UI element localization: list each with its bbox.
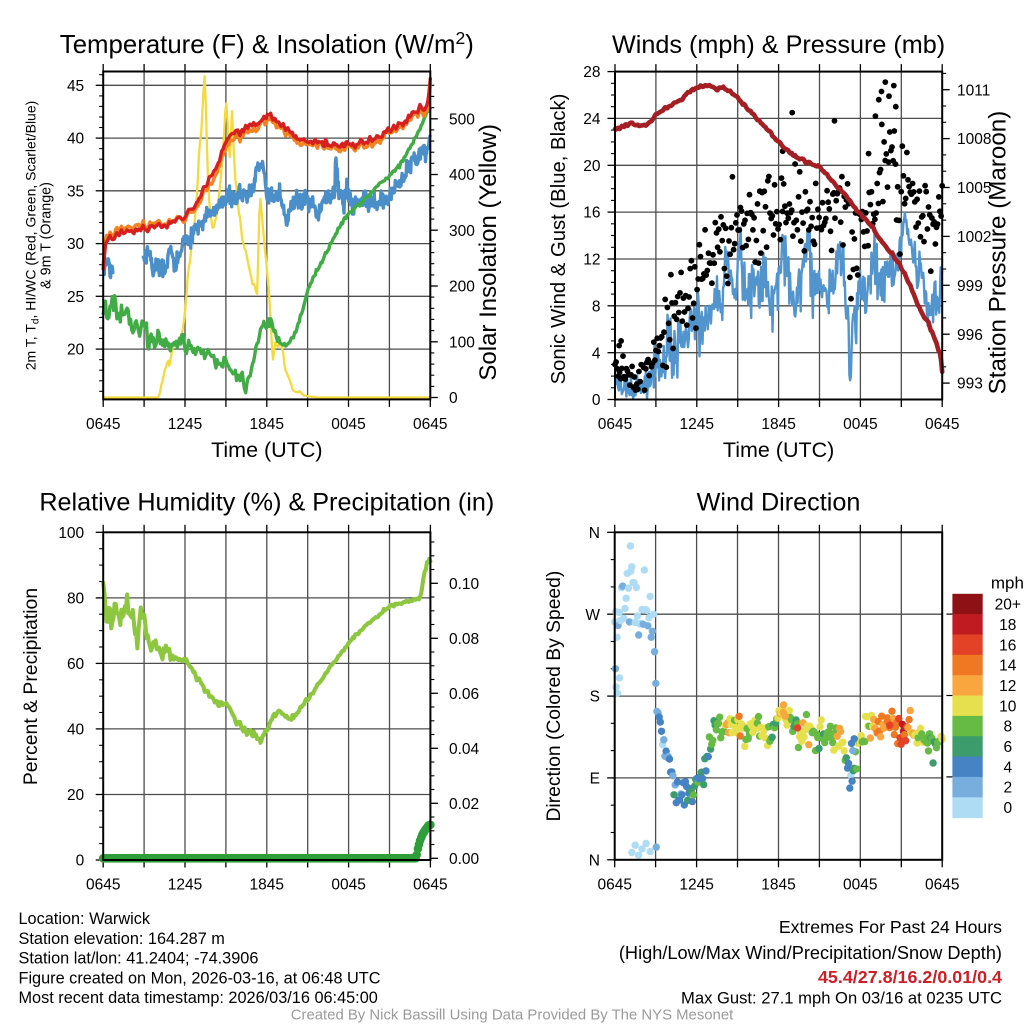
svg-text:0045: 0045 bbox=[331, 877, 365, 894]
svg-text:35: 35 bbox=[67, 183, 84, 200]
svg-text:Sonic Wind & Gust (Blue, Black: Sonic Wind & Gust (Blue, Black) bbox=[548, 94, 570, 385]
svg-text:N: N bbox=[589, 525, 600, 542]
svg-text:80: 80 bbox=[67, 590, 85, 607]
svg-text:0.06: 0.06 bbox=[449, 686, 479, 703]
svg-text:1002: 1002 bbox=[957, 229, 991, 246]
svg-text:Winds (mph) & Pressure (mb): Winds (mph) & Pressure (mb) bbox=[612, 31, 945, 59]
svg-text:0.10: 0.10 bbox=[449, 576, 480, 593]
svg-text:0: 0 bbox=[592, 392, 601, 409]
svg-text:16: 16 bbox=[999, 637, 1016, 654]
svg-text:Created By Nick Bassill Using: Created By Nick Bassill Using Data Provi… bbox=[291, 1008, 734, 1024]
svg-text:Station elevation: 164.287 m: Station elevation: 164.287 m bbox=[19, 930, 225, 948]
svg-text:N: N bbox=[589, 852, 600, 869]
svg-text:E: E bbox=[590, 771, 600, 788]
svg-text:4: 4 bbox=[1003, 759, 1012, 776]
svg-text:Wind Direction: Wind Direction bbox=[697, 489, 861, 517]
svg-text:8: 8 bbox=[1003, 719, 1012, 736]
svg-text:0045: 0045 bbox=[843, 416, 877, 433]
svg-text:1008: 1008 bbox=[957, 131, 991, 148]
svg-text:Figure created on Mon, 2026-03: Figure created on Mon, 2026-03-16, at 06… bbox=[19, 969, 381, 987]
svg-text:1845: 1845 bbox=[250, 416, 284, 433]
svg-text:200: 200 bbox=[449, 279, 475, 296]
svg-text:Percent & Precipitation: Percent & Precipitation bbox=[20, 588, 42, 785]
svg-text:8: 8 bbox=[592, 298, 601, 315]
svg-text:300: 300 bbox=[449, 223, 475, 240]
svg-text:12: 12 bbox=[583, 252, 600, 269]
svg-text:1245: 1245 bbox=[679, 877, 713, 894]
svg-text:1245: 1245 bbox=[168, 877, 202, 894]
svg-text:100: 100 bbox=[58, 525, 84, 542]
svg-text:Time (UTC): Time (UTC) bbox=[211, 438, 322, 462]
svg-text:0645: 0645 bbox=[86, 877, 120, 894]
svg-text:45.4/27.8/16.2/0.01/0.4: 45.4/27.8/16.2/0.01/0.4 bbox=[818, 967, 1002, 987]
svg-text:996: 996 bbox=[957, 327, 983, 344]
svg-text:2m T, Td, HI/WC (Red, Green, S: 2m T, Td, HI/WC (Red, Green, Scarlet/Blu… bbox=[23, 101, 42, 371]
svg-text:400: 400 bbox=[449, 167, 475, 184]
svg-text:16: 16 bbox=[583, 205, 600, 222]
svg-text:4: 4 bbox=[592, 345, 601, 362]
svg-text:10: 10 bbox=[999, 698, 1017, 715]
svg-text:0.02: 0.02 bbox=[449, 796, 479, 813]
svg-text:0645: 0645 bbox=[413, 877, 447, 894]
svg-text:2: 2 bbox=[1003, 780, 1012, 797]
svg-text:28: 28 bbox=[583, 64, 600, 81]
svg-text:Solar Insolation (Yellow): Solar Insolation (Yellow) bbox=[475, 124, 502, 381]
svg-text:60: 60 bbox=[67, 656, 85, 673]
svg-text:45: 45 bbox=[67, 78, 84, 95]
svg-text:993: 993 bbox=[957, 376, 983, 393]
svg-text:30: 30 bbox=[67, 236, 85, 253]
svg-text:S: S bbox=[590, 689, 600, 706]
svg-text:W: W bbox=[585, 607, 600, 624]
svg-text:1011: 1011 bbox=[957, 82, 990, 99]
svg-text:0: 0 bbox=[76, 853, 85, 870]
svg-text:0045: 0045 bbox=[843, 877, 877, 894]
svg-text:20: 20 bbox=[583, 158, 601, 175]
svg-text:12: 12 bbox=[999, 678, 1016, 695]
svg-text:Time (UTC): Time (UTC) bbox=[723, 438, 834, 462]
svg-text:6: 6 bbox=[1003, 739, 1012, 756]
svg-text:14: 14 bbox=[999, 658, 1017, 675]
svg-text:20: 20 bbox=[67, 787, 85, 804]
svg-text:Extremes For Past 24 Hours: Extremes For Past 24 Hours bbox=[779, 917, 1002, 937]
svg-text:999: 999 bbox=[957, 278, 983, 295]
svg-text:20: 20 bbox=[67, 342, 85, 359]
svg-text:0.08: 0.08 bbox=[449, 631, 479, 648]
svg-text:18: 18 bbox=[999, 617, 1016, 634]
svg-text:0: 0 bbox=[449, 390, 458, 407]
svg-text:0645: 0645 bbox=[597, 877, 631, 894]
svg-text:20+: 20+ bbox=[995, 597, 1021, 614]
svg-text:1005: 1005 bbox=[957, 180, 991, 197]
svg-text:0645: 0645 bbox=[86, 416, 120, 433]
svg-text:0.04: 0.04 bbox=[449, 741, 480, 758]
svg-text:Relative Humidity (%) & Precip: Relative Humidity (%) & Precipitation (i… bbox=[39, 489, 494, 517]
svg-text:Max Gust: 27.1 mph On 03/16 at: Max Gust: 27.1 mph On 03/16 at 0235 UTC bbox=[681, 988, 1002, 1007]
svg-text:1845: 1845 bbox=[250, 877, 284, 894]
svg-text:& 9m T (Orange): & 9m T (Orange) bbox=[39, 182, 55, 289]
svg-text:Direction (Colored By Speed): Direction (Colored By Speed) bbox=[544, 571, 565, 822]
svg-text:25: 25 bbox=[67, 289, 84, 306]
svg-text:(High/Low/Max Wind/Precipitati: (High/Low/Max Wind/Precipitation/Snow De… bbox=[619, 943, 1002, 963]
svg-text:1845: 1845 bbox=[761, 877, 795, 894]
svg-text:0: 0 bbox=[1003, 800, 1012, 817]
svg-text:Location: Warwick: Location: Warwick bbox=[19, 910, 151, 928]
svg-text:0645: 0645 bbox=[925, 877, 959, 894]
svg-text:500: 500 bbox=[449, 111, 475, 128]
svg-text:40: 40 bbox=[67, 722, 85, 739]
svg-text:Station lat/lon: 41.2404; -74.: Station lat/lon: 41.2404; -74.3906 bbox=[19, 950, 259, 968]
svg-text:24: 24 bbox=[583, 111, 601, 128]
svg-text:1845: 1845 bbox=[761, 416, 795, 433]
svg-text:100: 100 bbox=[449, 334, 475, 351]
svg-text:Most recent data timestamp: 20: Most recent data timestamp: 2026/03/16 0… bbox=[19, 989, 378, 1007]
svg-text:1245: 1245 bbox=[168, 416, 202, 433]
svg-text:0645: 0645 bbox=[413, 416, 447, 433]
svg-text:mph: mph bbox=[991, 574, 1024, 593]
svg-text:1245: 1245 bbox=[680, 416, 714, 433]
svg-text:Station Pressure (Maroon): Station Pressure (Maroon) bbox=[984, 111, 1011, 395]
svg-text:0645: 0645 bbox=[925, 416, 959, 433]
svg-text:0045: 0045 bbox=[331, 416, 365, 433]
svg-text:40: 40 bbox=[67, 131, 85, 148]
svg-text:0645: 0645 bbox=[598, 416, 632, 433]
svg-text:0.00: 0.00 bbox=[449, 851, 480, 868]
svg-text:Temperature (F) & Insolation (: Temperature (F) & Insolation (W/m2) bbox=[60, 28, 474, 59]
